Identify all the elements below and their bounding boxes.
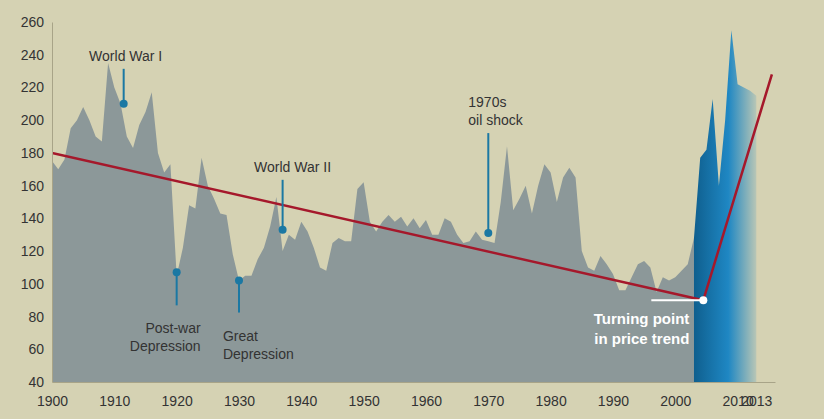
annotation-dot — [279, 226, 287, 234]
y-tick-label: 60 — [28, 341, 44, 357]
x-tick: 1990 — [598, 382, 629, 409]
annotation-label: in price trend — [594, 330, 689, 347]
y-tick: 180 — [21, 145, 52, 161]
annotation-pin — [238, 281, 240, 313]
y-tick: 200 — [21, 112, 52, 128]
x-axis: 1900 1910 1920 1930 1940 1950 1960 1970 1980 1990… — [37, 382, 776, 409]
y-tick-label: 200 — [21, 112, 45, 128]
x-tick: 2013 — [741, 382, 772, 409]
annotation-label: Great — [223, 328, 258, 344]
y-tick-label: 40 — [28, 374, 44, 390]
y-tick: 60 — [28, 341, 52, 357]
annotation: World War II — [254, 159, 331, 234]
annotation: Turning point in price trend — [594, 296, 708, 347]
y-tick: 160 — [21, 178, 52, 194]
annotation-dot — [120, 100, 128, 108]
annotation-pin — [651, 299, 703, 301]
x-tick: 1910 — [99, 382, 130, 409]
annotation: Great Depression — [223, 277, 294, 362]
x-tick-label: 1900 — [37, 393, 68, 409]
annotation-label: World War II — [254, 159, 331, 175]
x-tick: 1960 — [411, 382, 442, 409]
chart-svg: 40 60 80 100 120 140 160 180 200 220 240 260 1900 191… — [0, 0, 824, 419]
trend-line — [52, 74, 772, 300]
annotation: World War I — [89, 48, 162, 108]
annotation-label: Depression — [223, 346, 294, 362]
area-series — [52, 63, 694, 382]
y-tick-label: 180 — [21, 145, 45, 161]
y-tick-label: 140 — [21, 210, 45, 226]
chart-container: 40 60 80 100 120 140 160 180 200 220 240 260 1900 191… — [0, 0, 824, 419]
y-tick: 80 — [28, 309, 52, 325]
annotation: 1970s oil shock — [468, 94, 523, 237]
x-tick-label: 2000 — [660, 393, 691, 409]
x-tick: 2000 — [660, 382, 691, 409]
area-series — [694, 30, 756, 382]
y-tick: 260 — [21, 14, 52, 30]
x-tick-label: 1960 — [411, 393, 442, 409]
x-tick: 1900 — [37, 382, 68, 409]
y-tick: 220 — [21, 79, 52, 95]
y-tick-label: 120 — [21, 243, 45, 259]
y-tick-label: 160 — [21, 178, 45, 194]
x-tick-label: 1980 — [536, 393, 567, 409]
x-tick-label: 2013 — [741, 393, 772, 409]
y-tick: 100 — [21, 276, 52, 292]
x-tick-label: 1910 — [99, 393, 130, 409]
annotation-pin — [487, 133, 489, 233]
x-tick-label: 1920 — [162, 393, 193, 409]
annotation-dot — [699, 296, 707, 304]
y-tick: 120 — [21, 243, 52, 259]
x-tick: 1930 — [224, 382, 255, 409]
x-tick: 1940 — [286, 382, 317, 409]
y-tick-label: 260 — [21, 14, 45, 30]
annotation-pin — [123, 69, 125, 104]
annotation-dot — [173, 268, 181, 276]
background — [0, 0, 824, 419]
y-tick: 240 — [21, 47, 52, 63]
plot-area — [52, 30, 772, 382]
x-tick: 1920 — [162, 382, 193, 409]
x-tick: 1950 — [349, 382, 380, 409]
annotation: Post-war Depression — [130, 268, 201, 354]
y-tick-label: 220 — [21, 79, 45, 95]
annotation-dot — [484, 229, 492, 237]
annotation-label: World War I — [89, 48, 162, 64]
annotation-label: Post-war — [145, 320, 201, 336]
annotation-label: Turning point — [594, 310, 690, 327]
y-tick: 40 — [28, 374, 52, 390]
y-tick-label: 240 — [21, 47, 45, 63]
x-tick: 1970 — [473, 382, 504, 409]
x-tick-label: 1990 — [598, 393, 629, 409]
annotation-label: 1970s — [468, 94, 506, 110]
x-tick: 1980 — [536, 382, 567, 409]
y-tick-label: 100 — [21, 276, 45, 292]
y-tick: 140 — [21, 210, 52, 226]
annotation-dot — [235, 277, 243, 285]
annotation-pin — [176, 272, 178, 305]
x-tick-label: 1950 — [349, 393, 380, 409]
x-axis-line — [53, 382, 776, 383]
x-tick-label: 1940 — [286, 393, 317, 409]
x-tick-label: 1930 — [224, 393, 255, 409]
annotation-label: Depression — [130, 338, 201, 354]
annotation-label: oil shock — [468, 112, 523, 128]
y-tick-label: 80 — [28, 309, 44, 325]
y-axis-line — [52, 23, 53, 383]
y-axis: 40 60 80 100 120 140 160 180 200 220 240 260 — [21, 14, 53, 390]
x-tick-label: 1970 — [473, 393, 504, 409]
annotations: World War I Post-war Depression Great Depres… — [89, 48, 707, 362]
annotation-pin — [282, 180, 284, 230]
